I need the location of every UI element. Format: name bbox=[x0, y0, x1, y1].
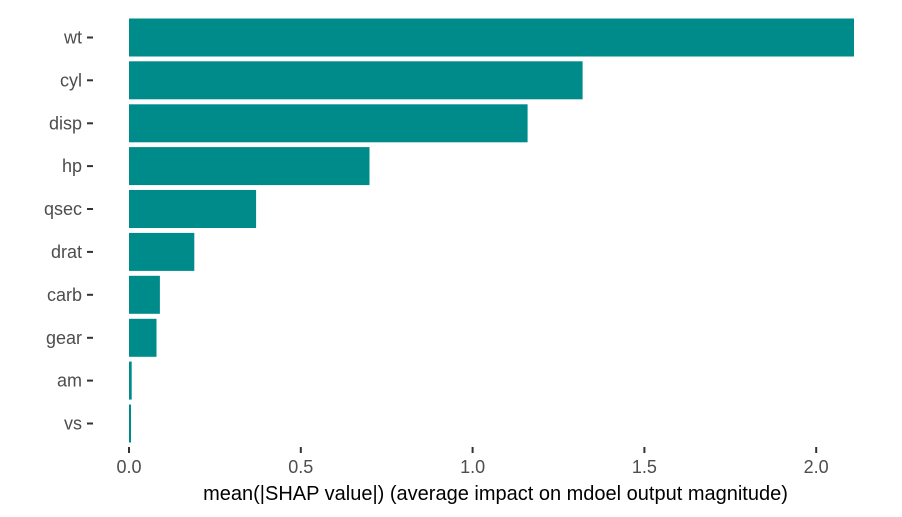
bar-cyl bbox=[129, 61, 583, 100]
bar-drat bbox=[129, 232, 195, 271]
y-tick-label: cyl bbox=[60, 70, 82, 90]
x-tick-label: 1.5 bbox=[632, 457, 657, 477]
bar-qsec bbox=[129, 190, 257, 228]
x-axis: 0.0 0.5 1.0 1.5 2.0 bbox=[116, 447, 829, 477]
y-tick-label: wt bbox=[63, 28, 82, 48]
bar-am bbox=[129, 361, 132, 400]
bar-disp bbox=[129, 104, 528, 143]
x-tick-label: 2.0 bbox=[804, 457, 829, 477]
bar-gear bbox=[129, 318, 157, 357]
y-tick-label: hp bbox=[62, 156, 82, 176]
bar-hp bbox=[129, 147, 370, 186]
bar-carb bbox=[129, 275, 160, 314]
y-tick-label: disp bbox=[49, 113, 82, 133]
x-tick-label: 0.0 bbox=[116, 457, 141, 477]
y-tick-label: vs bbox=[64, 414, 82, 434]
y-tick-label: carb bbox=[47, 285, 82, 305]
y-tick-label: qsec bbox=[44, 199, 82, 219]
bars-layer bbox=[129, 18, 854, 443]
x-tick-label: 1.0 bbox=[460, 457, 485, 477]
bar-wt bbox=[129, 18, 854, 57]
y-tick-label: gear bbox=[46, 328, 82, 348]
x-tick-label: 0.5 bbox=[288, 457, 313, 477]
y-axis: wt cyl disp hp qsec drat carb gear am vs bbox=[44, 28, 93, 434]
y-tick-label: drat bbox=[51, 242, 82, 262]
y-tick-label: am bbox=[57, 371, 82, 391]
bar-vs bbox=[129, 404, 131, 443]
x-axis-title: mean(|SHAP value|) (average impact on md… bbox=[203, 483, 788, 505]
